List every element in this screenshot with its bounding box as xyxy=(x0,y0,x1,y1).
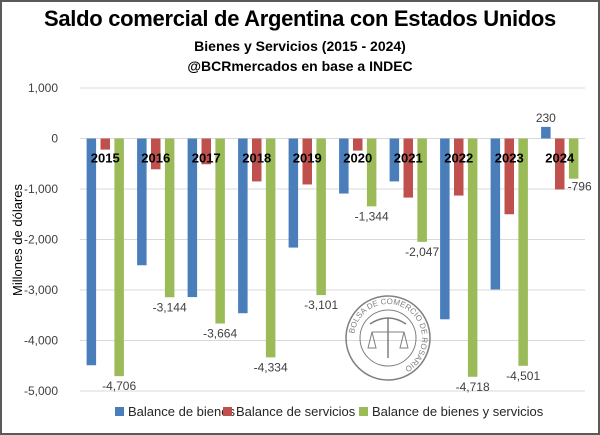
bar-balance-de-bienes-2022 xyxy=(440,138,450,320)
bar-balance-de-servicios-2015 xyxy=(100,138,110,150)
data-label: -2,047 xyxy=(405,245,439,259)
bar-balance-de-servicios-2018 xyxy=(252,138,262,182)
data-label: 230 xyxy=(536,111,556,125)
legend-swatch xyxy=(223,407,232,416)
category-label-2022: 2022 xyxy=(444,151,473,166)
category-label-2019: 2019 xyxy=(293,151,322,166)
category-label-2018: 2018 xyxy=(242,151,271,166)
category-labels: 2015 2016 2017 2018 2019 2020 2021 2022 2023 2024 xyxy=(91,151,575,166)
data-label: -4,706 xyxy=(102,379,136,393)
y-tick-label: 0 xyxy=(51,132,58,146)
data-labels: -4,706 -3,144 -3,664 -4,334 -3,101 -1,344 -2,0… xyxy=(102,111,592,394)
bar-balance-de-bienes-2019 xyxy=(288,138,299,248)
bar-balance-de-bienes-y-servicios-2015 xyxy=(114,138,124,377)
bar-balance-de-bienes-2016 xyxy=(137,138,147,266)
bar-balance-de-bienes-2015 xyxy=(86,138,97,366)
bar-balance-de-bienes-y-servicios-2019 xyxy=(316,138,326,296)
bcr-seal-watermark: BOLSA DE COMERCIO DE ROSARIO xyxy=(345,295,431,381)
data-label: -796 xyxy=(568,180,592,194)
bar-balance-de-bienes-y-servicios-2017 xyxy=(215,138,225,324)
bar-balance-de-bienes-y-servicios-2020 xyxy=(366,138,377,207)
data-label: -3,664 xyxy=(203,327,237,341)
category-label-2023: 2023 xyxy=(495,151,524,166)
legend-swatch xyxy=(115,407,124,416)
y-tick-label: -5,000 xyxy=(24,384,58,398)
data-label: -3,144 xyxy=(153,300,187,314)
legend: Balance de bienes Balance de servicios Bal… xyxy=(115,404,544,419)
legend-label: Balance de bienes y servicios xyxy=(372,404,544,419)
chart-title: Saldo comercial de Argentina con Estados… xyxy=(44,6,556,31)
data-label: -3,101 xyxy=(304,298,338,312)
bar-balance-de-bienes-2018 xyxy=(238,138,248,314)
bar-balance-de-bienes-2021 xyxy=(389,138,400,182)
data-label: -4,334 xyxy=(254,360,288,374)
category-label-2020: 2020 xyxy=(343,151,372,166)
bar-balance-de-bienes-2024 xyxy=(541,126,551,139)
bar-balance-de-servicios-2024 xyxy=(555,138,565,190)
y-tick-label: -3,000 xyxy=(24,283,58,297)
bar-balance-de-servicios-2020 xyxy=(353,138,363,151)
bar-balance-de-servicios-2022 xyxy=(454,138,464,196)
data-label: -4,718 xyxy=(456,380,490,394)
bar-balance-de-servicios-2017 xyxy=(201,138,211,165)
category-label-2017: 2017 xyxy=(192,151,221,166)
bars xyxy=(86,126,579,377)
bar-balance-de-bienes-y-servicios-2022 xyxy=(467,138,478,377)
bar-balance-de-bienes-y-servicios-2021 xyxy=(417,138,427,242)
data-label: -4,501 xyxy=(506,369,540,383)
bar-balance-de-bienes-2020 xyxy=(339,138,349,194)
chart-source: @BCRmercados en base a INDEC xyxy=(187,58,413,74)
y-axis-label: Millones de dólares xyxy=(10,184,25,297)
category-label-2015: 2015 xyxy=(91,151,120,166)
category-label-2024: 2024 xyxy=(545,151,575,166)
bar-balance-de-bienes-2017 xyxy=(187,138,198,298)
bar-balance-de-bienes-2023 xyxy=(490,138,501,290)
y-axis-ticks: 1,000 0 -1,000 -2,000 -3,000 -4,000 -5,000 xyxy=(24,81,58,398)
bar-balance-de-bienes-y-servicios-2023 xyxy=(518,138,528,366)
legend-label: Balance de bienes xyxy=(128,404,235,419)
data-label: -1,344 xyxy=(355,209,389,223)
bar-balance-de-servicios-2019 xyxy=(302,138,312,185)
bar-balance-de-bienes-y-servicios-2016 xyxy=(164,138,175,298)
y-tick-label: -4,000 xyxy=(24,334,58,348)
gridlines xyxy=(80,87,585,392)
y-tick-label: 1,000 xyxy=(28,81,58,95)
bar-balance-de-servicios-2021 xyxy=(403,138,413,198)
bar-balance-de-bienes-y-servicios-2024 xyxy=(568,138,579,179)
bar-balance-de-bienes-y-servicios-2018 xyxy=(265,138,276,358)
bar-balance-de-servicios-2016 xyxy=(151,138,161,170)
chart-subtitle: Bienes y Servicios (2015 - 2024) xyxy=(194,38,406,54)
bar-balance-de-servicios-2023 xyxy=(504,138,514,215)
category-label-2021: 2021 xyxy=(394,151,423,166)
legend-swatch xyxy=(359,407,368,416)
y-tick-label: -2,000 xyxy=(24,233,58,247)
category-label-2016: 2016 xyxy=(141,151,170,166)
legend-label: Balance de servicios xyxy=(236,404,356,419)
y-tick-label: -1,000 xyxy=(24,182,58,196)
